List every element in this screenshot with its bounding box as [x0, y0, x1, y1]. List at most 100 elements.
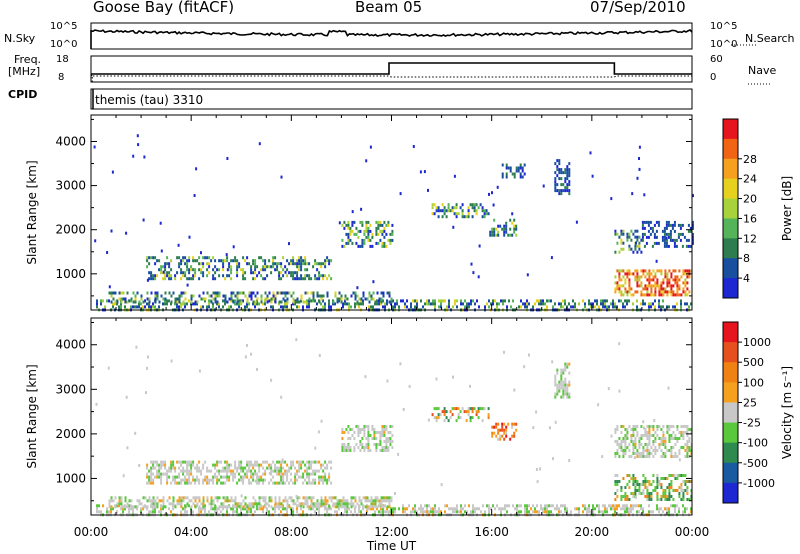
echo-cell	[154, 466, 157, 470]
echo-cell	[682, 489, 685, 492]
echo-cell	[554, 392, 557, 396]
echo-cell	[128, 299, 130, 303]
echo-cell	[361, 443, 364, 446]
echo-cell	[244, 505, 247, 509]
echo-cell	[636, 431, 639, 434]
echo-cell	[691, 235, 694, 239]
echo-cell	[142, 507, 144, 511]
echo-cell	[503, 437, 506, 441]
echo-cell	[148, 481, 151, 485]
echo-cell	[523, 163, 526, 167]
echo-speck	[643, 426, 645, 430]
echo-cell	[172, 496, 175, 500]
echo-cell	[278, 291, 281, 295]
echo-cell	[652, 510, 654, 514]
echo-cell	[310, 499, 313, 503]
echo-cell	[320, 302, 322, 306]
echo-cell	[308, 262, 311, 266]
echo-cell	[412, 510, 414, 514]
echo-cell	[340, 294, 343, 298]
echo-cell	[453, 212, 456, 216]
echo-cell	[378, 299, 380, 303]
echo-cell	[568, 162, 571, 166]
echo-cell	[678, 278, 681, 282]
echo-cell	[254, 463, 257, 467]
echo-cell	[148, 262, 151, 266]
echo-cell	[484, 510, 486, 514]
echo-cell	[304, 256, 307, 260]
echo-cell	[618, 437, 621, 440]
echo-cell	[250, 502, 253, 506]
echo-cell	[365, 437, 368, 440]
echo-cell	[614, 232, 617, 236]
echo-cell	[636, 250, 639, 254]
echo-cell	[274, 466, 277, 470]
echo-cell	[218, 505, 221, 509]
echo-cell	[642, 299, 644, 303]
echo-cell	[391, 232, 394, 236]
echo-cell	[618, 272, 621, 276]
echo-cell	[357, 235, 360, 239]
echo-cell	[668, 437, 671, 440]
echo-cell	[556, 504, 558, 508]
echo-cell	[226, 256, 229, 260]
echo-cell	[194, 271, 197, 275]
echo-cell	[208, 478, 211, 482]
echo-cell	[248, 469, 251, 473]
echo-cell	[324, 262, 327, 266]
echo-cell	[228, 469, 231, 473]
echo-cell	[102, 504, 104, 508]
echo-cell	[318, 481, 321, 485]
echo-cell	[216, 510, 218, 514]
echo-cell	[378, 502, 381, 506]
echo-cell	[674, 275, 677, 279]
echo-cell	[338, 502, 341, 506]
echo-cell	[389, 437, 392, 440]
echo-cell	[646, 449, 649, 452]
echo-cell	[240, 502, 243, 506]
echo-cell	[370, 502, 373, 506]
echo-cell	[164, 265, 167, 269]
echo-cell	[240, 475, 243, 479]
echo-cell	[630, 428, 633, 431]
echo-cell	[318, 294, 321, 298]
echo-cell	[656, 449, 659, 452]
colorbar-swatch	[723, 258, 738, 279]
echo-cell	[630, 437, 633, 440]
echo-cell	[668, 483, 671, 486]
echo-cell	[669, 235, 672, 239]
echo-cell	[308, 478, 311, 482]
echo-cell	[622, 437, 625, 440]
echo-cell	[384, 305, 386, 309]
echo-cell	[520, 510, 522, 514]
echo-region-1	[108, 291, 393, 304]
echo-cell	[620, 229, 623, 233]
echo-cell	[252, 300, 255, 304]
echo-cell	[308, 505, 311, 509]
echo-cell	[178, 297, 181, 301]
echo-cell	[334, 291, 337, 295]
echo-cell	[688, 440, 691, 443]
echo-cell	[184, 256, 187, 260]
colorbar-tick-label: 25	[743, 396, 757, 409]
echo-cell	[154, 300, 157, 304]
echo-cell	[363, 238, 366, 242]
echo-cell	[306, 274, 309, 278]
echo-cell	[294, 277, 297, 281]
echo-cell	[308, 481, 311, 485]
echo-cell	[236, 481, 239, 485]
echo-cell	[482, 504, 484, 508]
echo-cell	[294, 262, 297, 266]
echo-cell	[266, 460, 269, 464]
echo-cell	[204, 460, 207, 464]
colorbar-swatch	[723, 342, 738, 363]
colorbar-swatch	[723, 158, 738, 180]
echo-cell	[590, 510, 592, 514]
echo-cell	[208, 302, 210, 306]
echo-cell	[376, 507, 378, 511]
echo-cell	[236, 262, 239, 266]
echo-cell	[686, 287, 689, 291]
echo-cell	[624, 281, 627, 285]
echo-cell	[656, 486, 659, 489]
echo-cell	[278, 507, 280, 511]
